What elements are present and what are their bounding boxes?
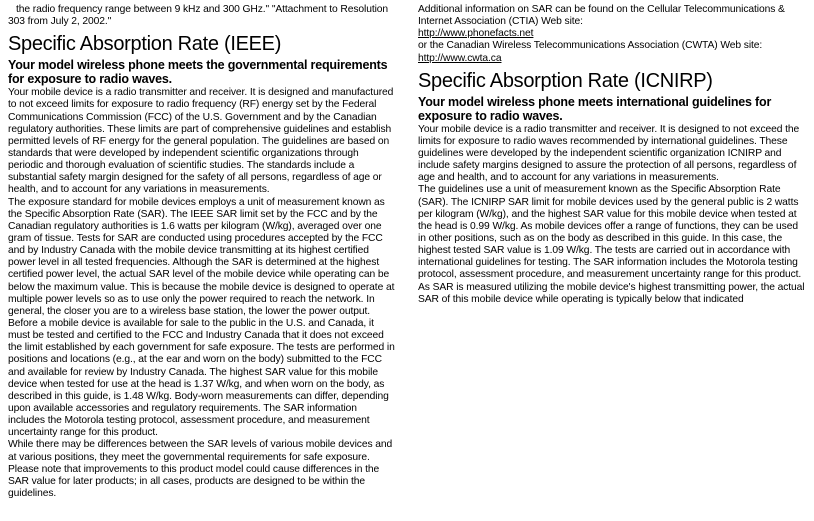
body-text: Additional information on SAR can be fou… (418, 4, 806, 28)
cwta-link[interactable]: http://www.cwta.ca (418, 53, 501, 64)
fragment-top: the radio frequency range between 9 kHz … (8, 4, 396, 28)
body-text: While there may be differences between t… (8, 439, 396, 500)
heading-sar-icnirp: Specific Absorption Rate (ICNIRP) (418, 70, 806, 93)
link-line: http://www.cwta.ca (418, 53, 806, 65)
body-text: As SAR is measured utilizing the mobile … (418, 282, 806, 306)
body-text: The exposure standard for mobile devices… (8, 197, 396, 318)
link-line: http://www.phonefacts.net (418, 28, 806, 40)
body-text: or the Canadian Wireless Telecommunicati… (418, 40, 806, 52)
heading-sar-ieee: Specific Absorption Rate (IEEE) (8, 33, 396, 56)
body-text: Your mobile device is a radio transmitte… (8, 87, 396, 196)
phonefacts-link[interactable]: http://www.phonefacts.net (418, 28, 533, 39)
subheading-icnirp: Your model wireless phone meets internat… (418, 95, 806, 123)
body-text: Before a mobile device is available for … (8, 318, 396, 439)
body-text: Your mobile device is a radio transmitte… (418, 124, 806, 185)
body-text: The guidelines use a unit of measurement… (418, 184, 806, 281)
subheading-ieee: Your model wireless phone meets the gove… (8, 58, 396, 86)
